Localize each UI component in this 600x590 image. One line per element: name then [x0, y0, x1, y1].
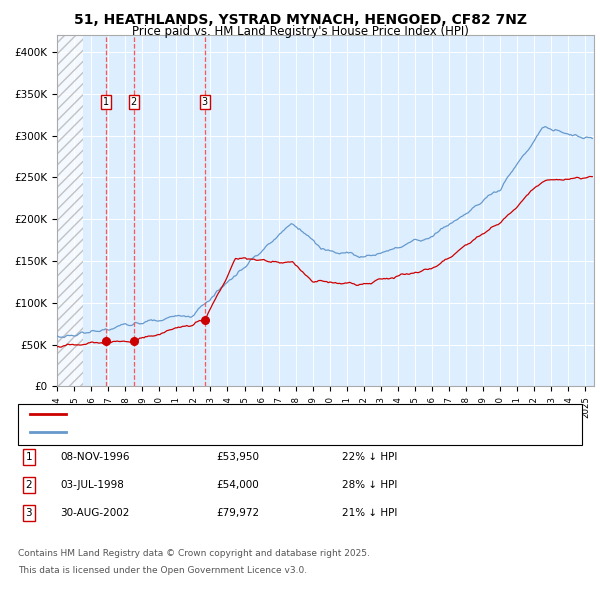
Text: £54,000: £54,000: [216, 480, 259, 490]
Text: 2: 2: [25, 480, 32, 490]
Text: 3: 3: [202, 97, 208, 107]
Text: 2: 2: [131, 97, 137, 107]
Text: 30-AUG-2002: 30-AUG-2002: [60, 508, 130, 517]
Text: 08-NOV-1996: 08-NOV-1996: [60, 453, 130, 462]
Text: 1: 1: [103, 97, 109, 107]
Text: Price paid vs. HM Land Registry's House Price Index (HPI): Price paid vs. HM Land Registry's House …: [131, 25, 469, 38]
Text: This data is licensed under the Open Government Licence v3.0.: This data is licensed under the Open Gov…: [18, 566, 307, 575]
Text: £53,950: £53,950: [216, 453, 259, 462]
Text: HPI: Average price, detached house, Caerphilly: HPI: Average price, detached house, Caer…: [75, 427, 321, 437]
Text: 3: 3: [25, 508, 32, 517]
Bar: [57, 35, 83, 386]
Text: 51, HEATHLANDS, YSTRAD MYNACH, HENGOED, CF82 7NZ: 51, HEATHLANDS, YSTRAD MYNACH, HENGOED, …: [74, 13, 527, 27]
Text: 1: 1: [25, 453, 32, 462]
Text: 22% ↓ HPI: 22% ↓ HPI: [342, 453, 397, 462]
Text: 21% ↓ HPI: 21% ↓ HPI: [342, 508, 397, 517]
Text: Contains HM Land Registry data © Crown copyright and database right 2025.: Contains HM Land Registry data © Crown c…: [18, 549, 370, 558]
Text: 03-JUL-1998: 03-JUL-1998: [60, 480, 124, 490]
Text: £79,972: £79,972: [216, 508, 259, 517]
Text: 28% ↓ HPI: 28% ↓ HPI: [342, 480, 397, 490]
Text: 51, HEATHLANDS, YSTRAD MYNACH, HENGOED, CF82 7NZ (detached house): 51, HEATHLANDS, YSTRAD MYNACH, HENGOED, …: [75, 409, 473, 419]
